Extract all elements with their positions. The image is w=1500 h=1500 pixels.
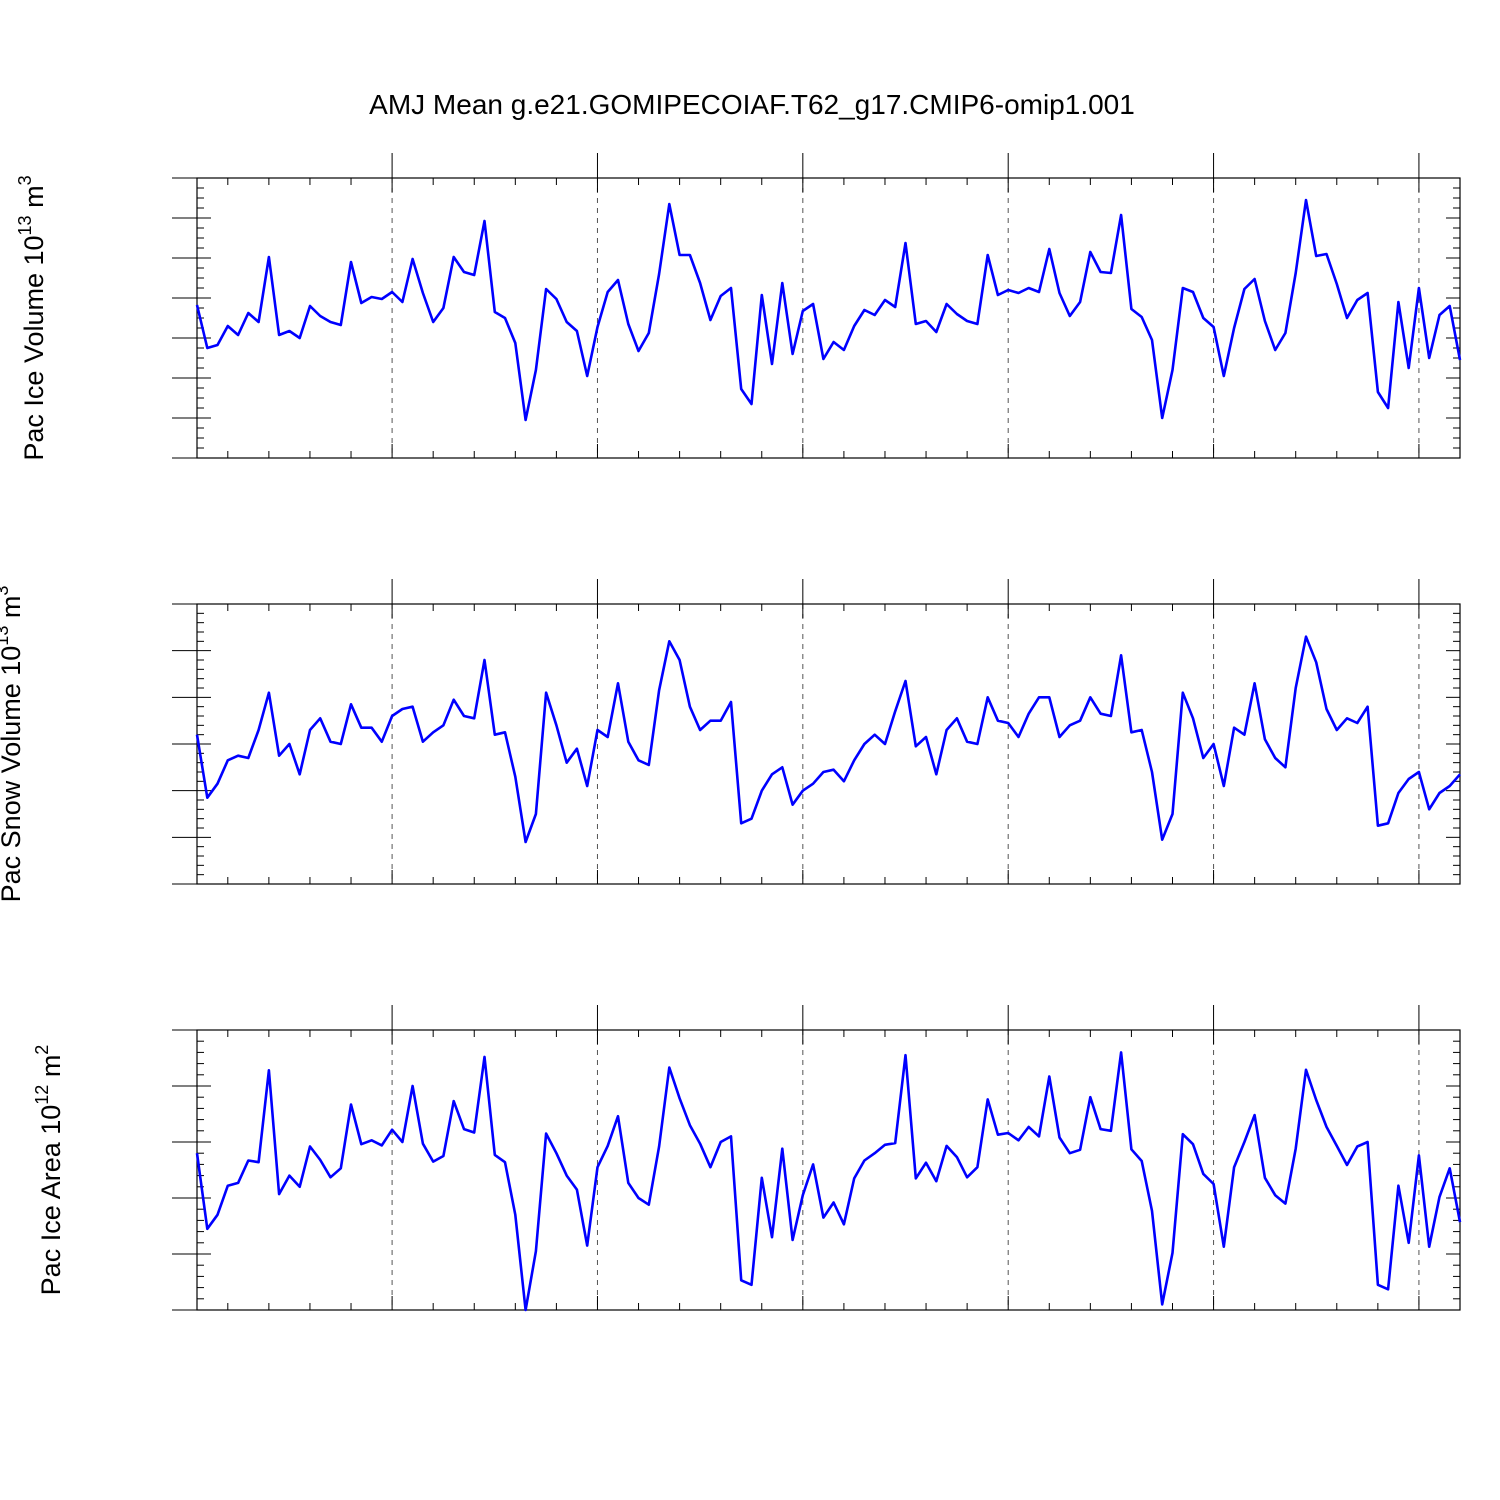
series-line-ice-area: [195, 1051, 1462, 1312]
plot-frame: [196, 1029, 1461, 1311]
plot-frame: [196, 177, 1461, 459]
y-axis-title-exp: 13: [15, 215, 35, 235]
plot-frame: [196, 603, 1461, 885]
y-axis-title-unit-exp: 3: [0, 586, 12, 596]
panel-snow-volume: Pac Snow Volume 1013 m3: [0, 579, 1461, 903]
panel-ice-area: Pac Ice Area 1012 m2: [32, 1005, 1462, 1312]
y-axis-title-base: Pac Ice Area 10: [36, 1105, 66, 1296]
y-axis-title-unit-exp: 2: [32, 1045, 52, 1055]
y-axis-title: Pac Ice Area 1012 m2: [32, 1045, 66, 1296]
y-axis-title-exp: 13: [0, 626, 12, 646]
y-axis-title-unit: m: [0, 596, 26, 626]
y-axis-title-unit: m: [19, 185, 49, 215]
y-axis-title-unit: m: [36, 1055, 66, 1085]
chart-title: AMJ Mean g.e21.GOMIPECOIAF.T62_g17.CMIP6…: [369, 89, 1135, 120]
series-line-ice-volume: [195, 198, 1462, 422]
series-line-snow-volume: [195, 635, 1461, 844]
y-axis-title-unit-exp: 3: [15, 175, 35, 185]
y-axis-title: Pac Ice Volume 1013 m3: [15, 175, 49, 460]
y-axis-title-base: Pac Ice Volume 10: [19, 235, 49, 460]
y-axis-title: Pac Snow Volume 1013 m3: [0, 586, 26, 903]
panel-ice-volume: Pac Ice Volume 1013 m3: [15, 153, 1462, 461]
y-axis-title-base: Pac Snow Volume 10: [0, 646, 26, 903]
y-axis-title-exp: 12: [32, 1085, 52, 1105]
